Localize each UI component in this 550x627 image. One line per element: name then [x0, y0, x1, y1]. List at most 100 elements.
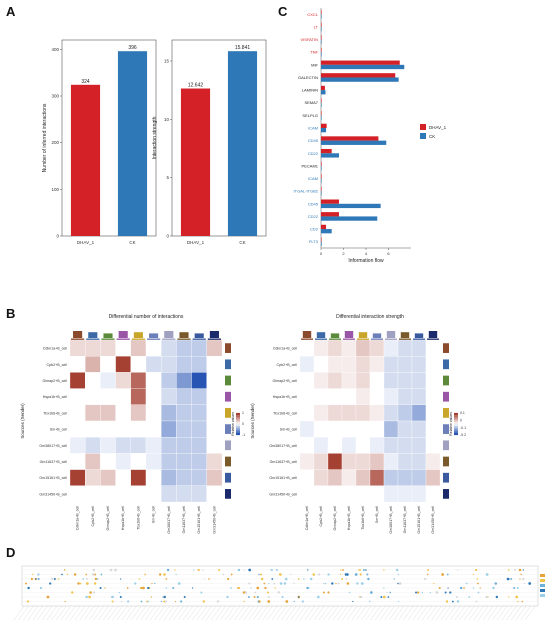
- colorbar-tick: -0.2: [460, 433, 466, 437]
- dotplot-x-label-stub: [497, 605, 508, 621]
- dotplot-dot: [324, 582, 327, 585]
- bar-value-label: 15.841: [235, 45, 251, 51]
- dotplot-legend-swatch: [540, 589, 545, 592]
- heatmap-cell: [327, 339, 343, 357]
- dotplot-x-label-stub: [375, 605, 386, 621]
- row-label: Sm+B_cell: [280, 428, 297, 432]
- heatmap-cell: [115, 356, 131, 373]
- heatmap-cell: [161, 356, 177, 373]
- dotplot-dot: [276, 569, 278, 571]
- dotplot-dot: [335, 582, 337, 585]
- dotplot-dot: [354, 573, 358, 576]
- dotplot-dot: [273, 582, 276, 585]
- colorbar-tick: 0: [242, 422, 244, 426]
- dotplot-dot: [447, 587, 449, 589]
- heatmap-cell: [341, 485, 357, 503]
- dotplot-dot: [506, 577, 509, 581]
- dotplot-x-label-stub: [431, 605, 442, 621]
- bar-dhav: [321, 148, 332, 154]
- heatmap-cell: [161, 420, 177, 438]
- legend-label: CK: [429, 134, 435, 139]
- column-total-bar: [118, 331, 128, 338]
- dotplot-x-label-stub: [506, 605, 517, 621]
- dotplot-dot: [71, 591, 74, 594]
- heatmap-cell: [397, 469, 413, 486]
- heatmap-cell: [397, 356, 413, 373]
- bar-value-label: 324: [81, 79, 90, 85]
- heatmap-cell: [206, 437, 223, 454]
- legend-swatch: [420, 133, 426, 139]
- panel-d-dotplot: [13, 565, 545, 621]
- dotplot-dot: [369, 591, 373, 594]
- heatmap-cell: [355, 453, 371, 470]
- row-label: Cpb2+B_cell: [47, 363, 68, 367]
- colorbar-step: [236, 415, 240, 418]
- bar-dhav: [321, 123, 327, 128]
- heatmap-cell: [327, 388, 343, 405]
- heatmap-cell: [85, 372, 101, 389]
- row-total-bar: [225, 440, 231, 451]
- dotplot-dot: [147, 600, 149, 603]
- column-total-bar: [386, 331, 396, 338]
- column-color-strip: [385, 338, 397, 340]
- dotplot-dot: [421, 591, 424, 594]
- dotplot-dot: [303, 578, 305, 580]
- dotplot-dot: [495, 595, 499, 599]
- dotplot-dot: [193, 569, 195, 571]
- row-total-bar: [225, 489, 231, 499]
- colorbar-step: [236, 432, 240, 436]
- column-total-bar: [133, 332, 143, 338]
- dotplot-x-label-stub: [229, 605, 240, 621]
- dotplot-dot: [111, 595, 115, 599]
- heatmap-cell: [191, 404, 207, 422]
- colorbar-tick: 0: [460, 418, 462, 422]
- colorbar-tick: 0.1: [460, 411, 465, 415]
- dotplot-dot: [147, 586, 150, 590]
- column-total-bar: [414, 333, 424, 338]
- dotplot-x-label-stub: [253, 605, 264, 621]
- heatmap-cell: [115, 339, 131, 357]
- dotplot-x-label-stub: [98, 605, 109, 621]
- row-total-bar: [443, 375, 449, 386]
- dotplot-dot: [118, 591, 121, 594]
- dotplot-x-label-stub: [361, 605, 372, 621]
- dotplot-x-label-stub: [42, 605, 53, 621]
- dotplot-dot: [111, 600, 114, 603]
- colorbar-step: [454, 421, 458, 425]
- dotplot-dot: [312, 573, 316, 576]
- heatmap-cell: [313, 485, 329, 503]
- dotplot-x-label-stub: [18, 605, 29, 621]
- row-label: Gm11637+B_cell: [40, 460, 68, 464]
- dotplot-dot: [271, 578, 274, 580]
- heatmap-cell: [176, 420, 192, 438]
- row-label: Gm38017+B_cell: [39, 444, 67, 448]
- heatmap-cell: [130, 356, 147, 373]
- dotplot-dot: [510, 578, 513, 580]
- row-label: Tbx1b6+B_cell: [43, 411, 67, 415]
- dotplot-dot: [492, 586, 495, 590]
- dotplot-dot: [158, 573, 162, 576]
- heatmap-title: Differential interaction strength: [336, 314, 404, 320]
- column-color-strip: [177, 338, 191, 340]
- heatmap-cell: [355, 485, 371, 503]
- bar-ck: [321, 77, 399, 82]
- bar-dhav: [321, 47, 322, 53]
- heatmap-cell: [299, 388, 315, 405]
- heatmap-cell: [369, 372, 385, 389]
- heatmap-cell: [369, 485, 385, 503]
- dotplot-x-label-stub: [417, 605, 428, 621]
- dotplot-dot: [494, 582, 498, 585]
- dotplot-dot: [279, 582, 283, 585]
- dotplot-x-label-stub: [79, 605, 90, 621]
- colorbar-step: [236, 428, 240, 431]
- dotplot-dot: [82, 578, 84, 580]
- dotplot-dot: [429, 591, 432, 594]
- dotplot-x-label-stub: [262, 605, 273, 621]
- category-label: ICAM: [308, 176, 318, 181]
- dotplot-x-label-stub: [295, 605, 306, 621]
- row-total-bar: [443, 343, 449, 353]
- heatmap-cell: [313, 453, 329, 470]
- y-axis-label: Sources (Sender): [20, 403, 25, 439]
- heatmap-cell: [145, 469, 162, 486]
